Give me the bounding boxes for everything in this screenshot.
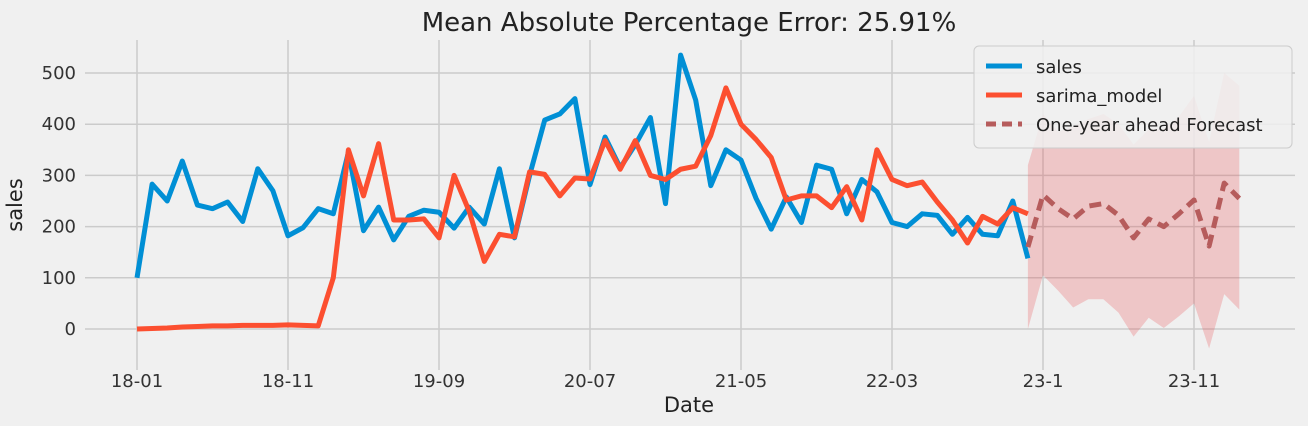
y-tick-label: 100	[42, 268, 76, 289]
series-line-sarima-model	[136, 85, 1029, 332]
x-tick-label: 18-01	[111, 371, 163, 392]
legend-box	[973, 45, 1293, 149]
series-line-sales	[134, 52, 1031, 279]
y-tick-label: 500	[42, 63, 76, 84]
series-lines	[134, 52, 1242, 332]
x-tick-label: 20-07	[564, 371, 616, 392]
x-tick-label: 21-05	[715, 371, 767, 392]
x-axis-label: Date	[664, 393, 714, 417]
legend: sales sarima_model One-year ahead Foreca…	[973, 45, 1293, 149]
y-tick-label: 300	[42, 165, 76, 186]
x-axis-ticks: 18-01 18-11 19-09 20-07 21-05 22-03 23-1 23-11	[111, 371, 1220, 392]
legend-label-sarima-model: sarima_model	[1036, 86, 1162, 107]
x-tick-label: 19-09	[413, 371, 465, 392]
y-tick-label: 400	[42, 114, 76, 135]
series-line-one-year-ahead-forecast	[1025, 180, 1242, 249]
chart-title: Mean Absolute Percentage Error: 25.91%	[422, 8, 957, 38]
x-tick-label: 23-11	[1168, 371, 1220, 392]
x-tick-label: 18-11	[262, 371, 314, 392]
legend-label-forecast: One-year ahead Forecast	[1036, 115, 1263, 136]
x-tick-label: 23-1	[1023, 371, 1064, 392]
y-tick-label: 200	[42, 217, 76, 238]
y-axis-ticks: 0 100 200 300 400 500	[42, 63, 76, 340]
y-tick-label: 0	[65, 319, 76, 340]
y-axis-label: sales	[3, 178, 27, 232]
legend-label-sales: sales	[1036, 57, 1082, 78]
x-tick-label: 22-03	[866, 371, 918, 392]
